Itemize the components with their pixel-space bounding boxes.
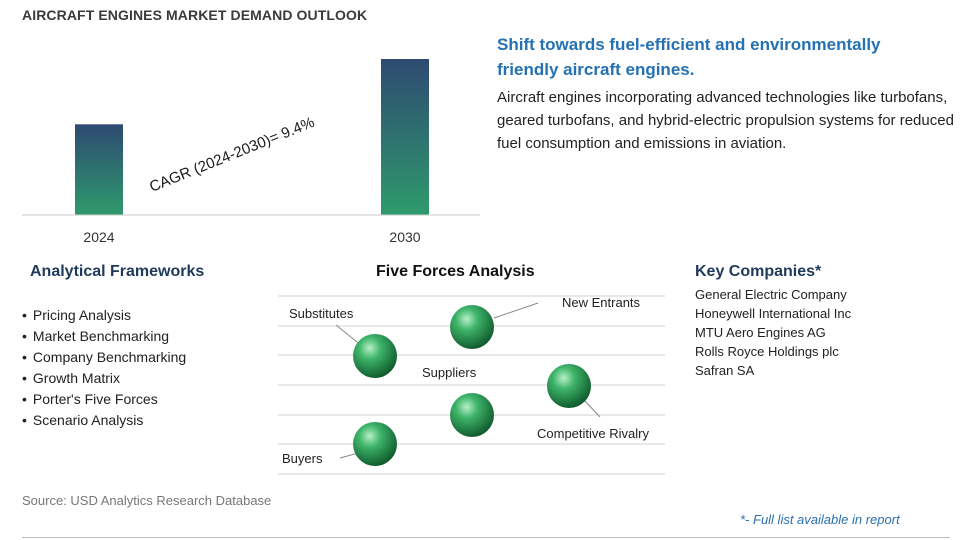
list-item: Scenario Analysis <box>22 410 186 431</box>
substitutes-label: Substitutes <box>289 306 354 321</box>
key-companies-title: Key Companies* <box>695 263 822 280</box>
x-tick-label: 2024 <box>83 229 114 245</box>
bar-2030 <box>381 59 429 215</box>
force-ball-suppliers <box>450 393 494 437</box>
description: Aircraft engines incorporating advanced … <box>497 89 954 152</box>
list-item: Porter's Five Forces <box>22 389 186 410</box>
list-item: Market Benchmarking <box>22 326 186 347</box>
connector-line <box>581 397 601 418</box>
connector-line <box>493 302 539 319</box>
list-item: Rolls Royce Holdings plc <box>695 344 839 359</box>
bottom-divider <box>22 537 950 538</box>
footnote: *- Full list available in report <box>740 512 900 527</box>
force-ball-substitutes <box>353 334 397 378</box>
list-item: General Electric Company <box>695 287 847 302</box>
list-item: Honeywell International Inc <box>695 306 852 321</box>
bar-2024 <box>75 124 123 215</box>
key-companies-list: General Electric Company Honeywell Inter… <box>695 285 851 380</box>
new-entrants-label: New Entrants <box>562 295 641 310</box>
analytical-frameworks-list: Pricing Analysis Market Benchmarking Com… <box>22 305 186 431</box>
list-item: Pricing Analysis <box>22 305 186 326</box>
buyers-label: Buyers <box>282 451 323 466</box>
list-item: Growth Matrix <box>22 368 186 389</box>
bar-chart: CAGR (2024-2030)= 9.4% 2024 2030 <box>22 59 480 245</box>
list-item: Company Benchmarking <box>22 347 186 368</box>
suppliers-label: Suppliers <box>422 365 477 380</box>
force-ball-buyers <box>353 422 397 466</box>
headline: Shift towards fuel-efficient and environ… <box>497 35 881 79</box>
force-ball-competitive-rivalry <box>547 364 591 408</box>
analytical-frameworks-title: Analytical Frameworks <box>30 263 205 280</box>
list-item: Safran SA <box>695 363 755 378</box>
source-note: Source: USD Analytics Research Database <box>22 493 272 508</box>
five-forces-title: Five Forces Analysis <box>376 263 535 280</box>
force-ball-new-entrants <box>450 305 494 349</box>
chart-title: AIRCRAFT ENGINES MARKET DEMAND OUTLOOK <box>22 7 368 23</box>
list-item: MTU Aero Engines AG <box>695 325 826 340</box>
competitive-rivalry-label: Competitive Rivalry <box>537 426 649 441</box>
x-tick-label: 2030 <box>389 229 420 245</box>
